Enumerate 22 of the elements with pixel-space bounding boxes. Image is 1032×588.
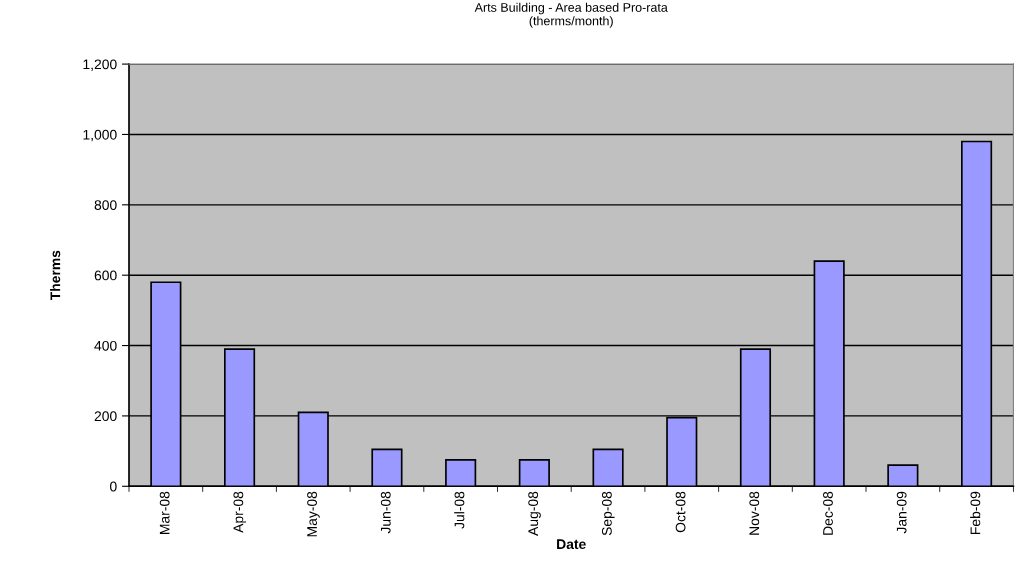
y-tick-label: 0 bbox=[110, 481, 117, 492]
y-tick-label: 400 bbox=[94, 340, 117, 351]
x-tick-label: Mar-08 bbox=[159, 491, 170, 534]
x-tick-label: Sep-08 bbox=[601, 491, 615, 536]
chart-title: Arts Building - Area based Pro-rata (therms/month) bbox=[474, 2, 668, 28]
x-tick-label: Nov-08 bbox=[749, 491, 760, 535]
x-tick-label: Aug-08 bbox=[528, 491, 541, 536]
x-axis-title: Date bbox=[557, 539, 586, 550]
y-tick-label: 200 bbox=[94, 411, 117, 422]
y-axis-title: Therms bbox=[50, 250, 61, 301]
y-tick-label: 1,200 bbox=[83, 59, 117, 71]
x-tick-label: Apr-08 bbox=[233, 491, 247, 533]
x-tick-label: May-08 bbox=[307, 491, 320, 537]
x-tick-label: Oct-08 bbox=[675, 491, 686, 533]
x-tick-label: Jan-09 bbox=[896, 491, 907, 534]
x-tick-label: Dec-08 bbox=[823, 491, 833, 535]
y-tick-label: 1,000 bbox=[83, 129, 117, 142]
x-tick-label: Jun-08 bbox=[380, 491, 391, 534]
x-tick-label: Jul-08 bbox=[454, 491, 465, 529]
y-tick-label: 600 bbox=[94, 270, 117, 281]
y-tick-label: 800 bbox=[94, 200, 117, 210]
x-tick-label: Feb-09 bbox=[970, 491, 981, 534]
